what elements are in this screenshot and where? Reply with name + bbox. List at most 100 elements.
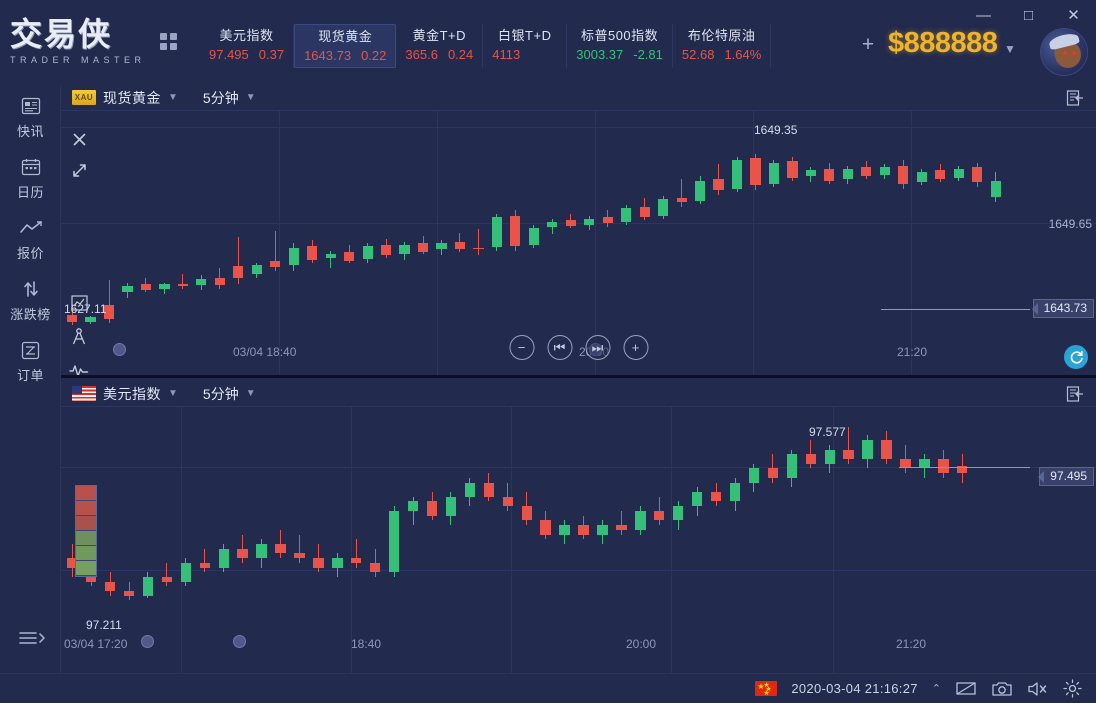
- refresh-button[interactable]: [1064, 345, 1088, 369]
- ticker-item-selected[interactable]: 现货黄金 1643.73 0.22: [294, 24, 397, 68]
- time-axis-label: 03/04 18:40: [233, 345, 297, 359]
- window-controls: — □ ✕: [961, 0, 1096, 30]
- candle: [370, 407, 381, 629]
- scroll-handle[interactable]: [113, 343, 126, 356]
- zoom-in-button[interactable]: +: [623, 335, 648, 360]
- maximize-button[interactable]: □: [1006, 0, 1051, 30]
- candle: [843, 407, 854, 629]
- ticker-item[interactable]: 黄金T+D 365.6 0.24: [396, 24, 484, 68]
- candle: [67, 111, 78, 339]
- step-forward-button[interactable]: ⏭: [585, 335, 610, 360]
- close-icon[interactable]: [73, 133, 86, 146]
- candle: [713, 111, 724, 339]
- candle: [602, 111, 613, 339]
- chart-symbol-gold[interactable]: 现货黄金: [103, 89, 161, 106]
- grid-layout-icon[interactable]: [160, 33, 177, 50]
- scroll-handle[interactable]: [141, 635, 154, 648]
- account-balance[interactable]: $888888: [888, 27, 998, 59]
- add-ticker-button[interactable]: +: [858, 34, 878, 56]
- candle: [233, 111, 244, 339]
- time-axis-label: 20:00: [626, 637, 657, 651]
- ticker-price: 3003.37: [576, 47, 624, 62]
- chevron-up-icon[interactable]: ⌃: [931, 683, 941, 695]
- chart-timeframe-gold[interactable]: 5分钟: [202, 89, 239, 106]
- candle: [142, 407, 154, 629]
- candle: [294, 407, 305, 629]
- chevron-down-icon[interactable]: ▼: [168, 92, 178, 103]
- sidebar-label: 日历: [16, 185, 44, 200]
- candle: [362, 111, 373, 339]
- pulse-indicator-icon[interactable]: [69, 363, 89, 375]
- candle: [270, 111, 281, 339]
- screen-icon[interactable]: [955, 680, 977, 698]
- candle: [842, 111, 853, 339]
- candle: [510, 111, 521, 339]
- chevron-down-icon[interactable]: ▼: [245, 388, 256, 399]
- compass-draw-icon[interactable]: [71, 328, 87, 346]
- gear-icon[interactable]: [1063, 679, 1082, 698]
- step-back-button[interactable]: ⏮: [547, 335, 572, 360]
- time-axis-label: 03/04 17:20: [64, 637, 128, 651]
- candle: [879, 111, 890, 339]
- sidebar-item-news[interactable]: 快讯: [0, 85, 61, 146]
- sidebar-menu-toggle[interactable]: [0, 630, 61, 651]
- ticker-change: 0.22: [361, 48, 387, 63]
- chart-plot-gold[interactable]: 1649.35 1627.11 1653.69 1649.65 1643.73 …: [61, 111, 1096, 375]
- zoom-out-button[interactable]: −: [509, 335, 534, 360]
- ticker-name: 布伦特原油: [687, 28, 756, 43]
- flag-cn-icon: ★ ★ ★ ★: [755, 681, 778, 697]
- ticker-change: 1.64%: [724, 47, 762, 62]
- chevron-down-icon[interactable]: ▼: [1004, 42, 1016, 56]
- chart-settings-icon-usd[interactable]: [1066, 385, 1088, 405]
- ticker-item[interactable]: 白银T+D 4113: [483, 24, 568, 68]
- chart-plot-usd[interactable]: 97.577 97.211 97.5088 97.495 03/04 17:20…: [61, 407, 1096, 673]
- sidebar-item-calendar[interactable]: 日历: [0, 146, 61, 207]
- speaker-muted-icon[interactable]: [1027, 680, 1049, 698]
- candle: [307, 111, 318, 339]
- title-bar: — □ ✕ 交易侠 TRADER MASTER 美元指数 97.495 0.37: [0, 0, 1096, 85]
- candle: [916, 111, 927, 339]
- chart-panel-usd: 美元指数 ▼ 5分钟 ▼ 97.577: [61, 381, 1096, 673]
- minimize-icon: —: [976, 6, 991, 24]
- ticker-item[interactable]: 美元指数 97.495 0.37: [200, 24, 295, 68]
- chevron-down-icon[interactable]: ▼: [168, 388, 178, 399]
- candle: [218, 407, 229, 629]
- sidebar-item-quotes[interactable]: 报价: [0, 207, 61, 268]
- candle: [990, 111, 1001, 339]
- chevron-down-icon[interactable]: ▼: [245, 92, 256, 103]
- chart-timeframe-usd[interactable]: 5分钟: [202, 385, 239, 402]
- candle: [691, 407, 703, 629]
- chart-header-usd: 美元指数 ▼ 5分钟 ▼: [61, 381, 1096, 407]
- camera-icon[interactable]: [991, 680, 1013, 698]
- close-button[interactable]: ✕: [1051, 0, 1096, 30]
- ticker-name: 标普500指数: [580, 28, 659, 43]
- indicator-gauge-usd[interactable]: [75, 485, 97, 577]
- expand-icon[interactable]: [72, 163, 87, 178]
- app-logo[interactable]: 交易侠 TRADER MASTER: [10, 18, 160, 65]
- ticker-item[interactable]: 标普500指数 3003.37 -2.81: [567, 24, 673, 68]
- avatar[interactable]: [1040, 28, 1088, 76]
- chart-symbol-usd[interactable]: 美元指数: [103, 385, 161, 402]
- candle: [521, 407, 532, 629]
- chart-settings-icon-gold[interactable]: [1066, 89, 1088, 109]
- ticker-price: 4113: [492, 47, 521, 62]
- calendar-icon: [0, 155, 61, 179]
- ticker-name: 黄金T+D: [412, 28, 467, 43]
- candle: [824, 407, 835, 629]
- minimize-button[interactable]: —: [961, 0, 1006, 30]
- candle: [85, 111, 96, 339]
- candle: [473, 111, 484, 339]
- candle: [805, 407, 816, 629]
- candle: [445, 407, 457, 629]
- ticker-item[interactable]: 布伦特原油 52.68 1.64%: [673, 24, 772, 68]
- time-axis-label: 21:20: [897, 345, 928, 359]
- indicator-icon[interactable]: [70, 295, 88, 311]
- ticker-price: 97.495: [209, 47, 249, 62]
- scroll-handle[interactable]: [233, 635, 246, 648]
- ticker-change: 0.37: [258, 47, 285, 62]
- high-price-label-usd: 97.577: [809, 425, 846, 439]
- ticker-name: 美元指数: [219, 28, 274, 43]
- sidebar-item-gainers-losers[interactable]: 涨跌榜: [0, 268, 61, 329]
- sidebar-item-orders[interactable]: 订单: [0, 329, 61, 390]
- candle: [344, 111, 355, 339]
